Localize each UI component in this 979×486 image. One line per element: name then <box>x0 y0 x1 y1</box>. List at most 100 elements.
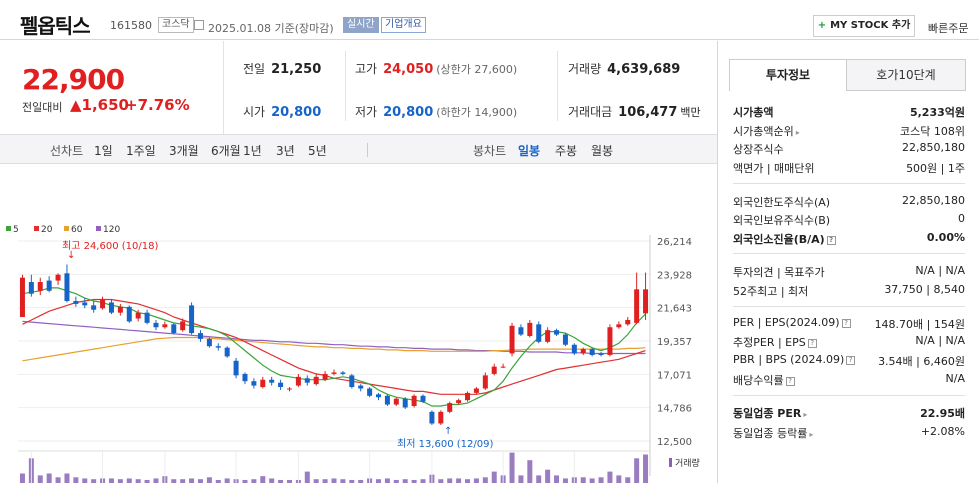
y-tick-label: 12,500 <box>657 437 692 448</box>
volume-bar <box>286 479 292 483</box>
price-change: ▲1,650 <box>70 96 129 114</box>
candle-body <box>215 346 221 348</box>
candle-body <box>465 392 471 401</box>
arrow-right-icon: ▸ <box>803 410 808 419</box>
stat-volume: 거래량 4,639,689 <box>568 62 681 77</box>
candle-chart-label: 봉차트 <box>473 144 507 158</box>
candle-body <box>447 403 453 412</box>
volume-bar <box>384 478 390 483</box>
candle-body <box>331 372 337 374</box>
volume-bar <box>562 478 568 483</box>
tab-monthly[interactable]: 월봉 <box>591 144 614 158</box>
volume-bar <box>108 478 114 483</box>
candle-body <box>171 324 177 334</box>
volume-bar <box>73 477 79 483</box>
tab-3m[interactable]: 3개월 <box>169 144 199 158</box>
info-52w: 52주최고 | 최저 37,750 | 8,540 <box>733 283 965 298</box>
low-arrow-icon: ↑ <box>444 426 452 437</box>
price-chart[interactable]: 26,214 23,928 21,643 19,357 17,071 14,786 12,5… <box>0 165 717 486</box>
company-overview-button[interactable]: 기업개요 <box>381 17 426 33</box>
stat-high: 고가 24,050 (상한가 27,600) <box>355 62 518 77</box>
realtime-button[interactable]: 실시간 <box>343 17 379 33</box>
volume-bar <box>46 473 52 483</box>
candle-body <box>625 319 631 325</box>
info-foreign-hold: 외국인보유주식수(B) 0 <box>733 212 965 227</box>
base-date: 2025.01.08 기준(장마감) <box>208 22 334 35</box>
tab-weekly[interactable]: 주봉 <box>555 144 578 158</box>
y-tick-label: 21,643 <box>657 304 692 315</box>
candle-body <box>28 282 34 294</box>
volume-bar <box>242 479 248 483</box>
volume-bar <box>420 479 426 483</box>
tab-daily[interactable]: 일봉 <box>518 144 541 158</box>
volume-bar <box>616 475 622 483</box>
candle-body <box>19 277 25 318</box>
candle-body <box>376 394 382 398</box>
volume-bar <box>91 479 97 483</box>
tab-6m[interactable]: 6개월 <box>211 144 241 158</box>
volume-bar <box>215 479 221 483</box>
help-icon: ? <box>785 376 795 386</box>
volume-bar <box>358 479 364 483</box>
candle-body <box>286 388 292 390</box>
volume-bar <box>171 479 177 483</box>
tab-3y[interactable]: 3년 <box>276 144 295 158</box>
candle-body <box>393 398 399 405</box>
help-icon: ? <box>807 338 817 348</box>
volume-bar <box>643 454 649 483</box>
y-tick-label: 17,071 <box>657 370 692 381</box>
ma120-line <box>22 320 646 355</box>
tab-5y[interactable]: 5년 <box>308 144 327 158</box>
volume-bar <box>438 479 444 483</box>
volume-bar <box>251 479 257 483</box>
candle-body <box>456 400 462 404</box>
volume-bar <box>269 478 275 483</box>
y-tick-label: 23,928 <box>657 270 692 281</box>
candle-body <box>607 327 613 355</box>
legend-swatch <box>34 226 39 231</box>
candle-body <box>197 333 203 339</box>
volume-bar <box>37 475 43 483</box>
tab-1w[interactable]: 1주일 <box>126 144 156 158</box>
plus-icon: + <box>817 20 827 31</box>
candle-body <box>135 312 141 319</box>
tab-1d[interactable]: 1일 <box>94 144 113 158</box>
volume-bar <box>189 478 195 483</box>
volume-bar <box>126 478 132 483</box>
volume-bar <box>322 479 328 483</box>
candle-body <box>233 360 239 376</box>
volume-bar <box>153 478 159 483</box>
calendar-icon <box>194 20 204 30</box>
info-shares: 상장주식수 22,850,180 <box>733 141 965 156</box>
candle-body <box>278 382 284 388</box>
volume-bar <box>180 479 186 483</box>
quick-order-button[interactable]: 빠른주문 <box>928 22 969 35</box>
volume-bar <box>376 479 382 483</box>
change-label: 전일대비 <box>22 101 63 114</box>
legend-swatch <box>64 226 69 231</box>
candle-body <box>554 330 560 335</box>
candle-body <box>402 398 408 408</box>
volume-bar <box>518 475 524 483</box>
tab-1y[interactable]: 1년 <box>243 144 262 158</box>
volume-bar <box>206 477 212 483</box>
volume-bar <box>598 477 604 483</box>
tab-invest-info[interactable]: 투자정보 <box>729 59 847 91</box>
candle-body <box>304 378 310 383</box>
my-stock-add-button[interactable]: + MY STOCK 추가 <box>813 15 915 37</box>
tab-quote-10[interactable]: 호가10단계 <box>846 59 966 91</box>
candle-body <box>251 381 257 386</box>
volume-bar <box>197 479 203 483</box>
info-per-eps: PER | EPS(2024.09)? 148.70배 | 154원 <box>733 316 965 331</box>
invest-info-panel: 투자정보 호가10단계 시가총액 5,233억원 시가총액순위 ▸ 코스닥 108위 … <box>717 41 979 483</box>
candle-body <box>73 300 79 304</box>
y-tick-label: 19,357 <box>657 337 692 348</box>
volume-bar <box>224 478 230 483</box>
candle-body <box>616 324 622 328</box>
candle-body <box>384 395 390 405</box>
info-market-cap: 시가총액 5,233억원 <box>733 106 965 119</box>
candle-body <box>473 388 479 393</box>
legend-label: 120 <box>103 225 120 235</box>
info-pbr-bps: PBR | BPS (2024.09)? 3.54배 | 6,460원 <box>733 353 965 368</box>
candle-body <box>349 375 355 388</box>
